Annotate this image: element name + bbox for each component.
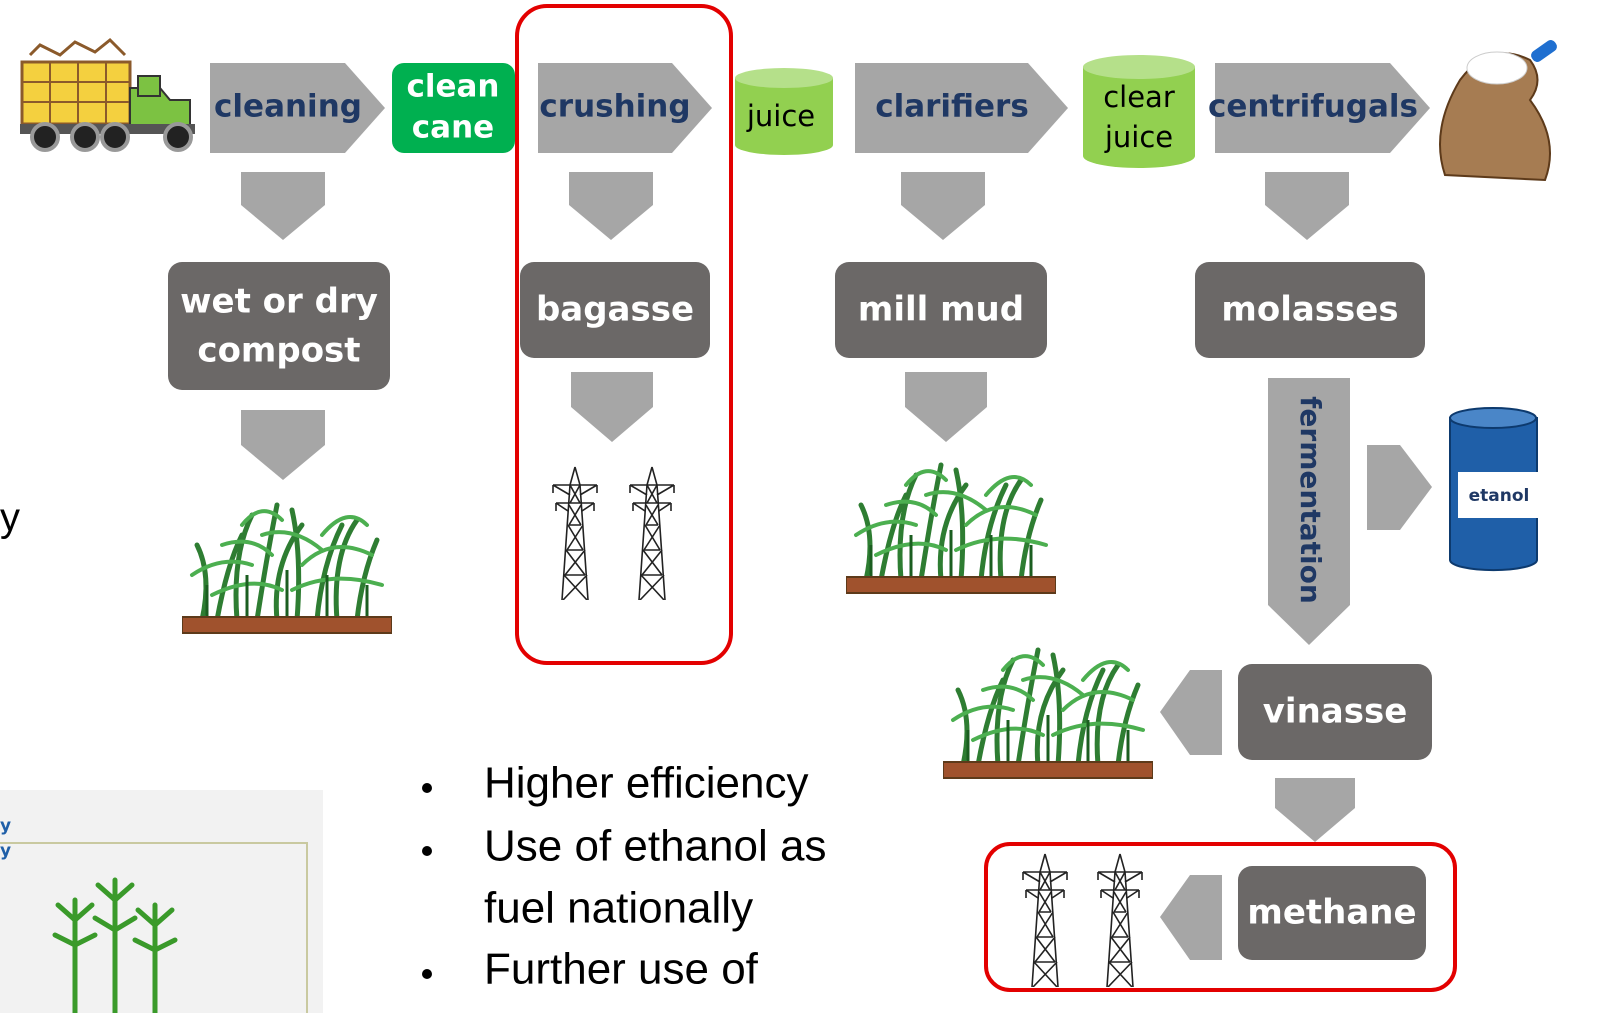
intermediate-label: juice: [746, 99, 815, 133]
bullet-text: Higher efficiency: [484, 759, 808, 808]
intermediate-label: clean: [406, 69, 499, 105]
byproduct-label: wet or dry: [180, 282, 378, 322]
bullet-text: Use of ethanol as: [484, 822, 826, 871]
sugar-bag-icon: [1440, 38, 1559, 180]
inset-text: y: [0, 816, 11, 836]
pylon-icon: [1098, 854, 1142, 987]
intermediates: clean cane juice clear juice: [392, 55, 1195, 168]
intermediate-label: cane: [412, 110, 494, 146]
inset-image: y y: [0, 790, 323, 1013]
barrel-icon: etanol: [1450, 408, 1538, 570]
barrel-label: etanol: [1469, 486, 1530, 506]
process-label: cleaning: [214, 89, 362, 125]
fermentation-label: fermentation: [1294, 396, 1327, 604]
byproduct-label: methane: [1247, 893, 1416, 933]
bullet-list: Higher efficiency Use of ethanol as fuel…: [422, 759, 826, 994]
process-label: centrifugals: [1208, 89, 1418, 125]
bullet-text: Further use of: [484, 945, 759, 994]
pylon-icon: [553, 467, 597, 600]
diagram: cleaning crushing clarifiers centrifugal…: [0, 0, 1601, 1013]
right-arrow: [1367, 445, 1432, 530]
plant-icon: [846, 465, 1056, 593]
left-arrow: [1160, 670, 1222, 755]
byproduct-label: molasses: [1221, 290, 1398, 330]
plant-icon: [943, 650, 1153, 778]
intermediate-label: juice: [1104, 120, 1173, 154]
pylon-icon: [630, 467, 674, 600]
left-arrow: [1160, 875, 1222, 960]
cropped-text: y: [0, 496, 20, 540]
process-label: clarifiers: [875, 89, 1029, 125]
byproduct-label: vinasse: [1263, 692, 1408, 732]
intermediate-label: clear: [1103, 80, 1175, 114]
byproduct-label: compost: [197, 331, 360, 371]
bullet-text: fuel nationally: [484, 884, 753, 933]
inset-text: y: [0, 841, 11, 861]
byproduct-label: bagasse: [536, 290, 694, 330]
process-label: crushing: [539, 89, 690, 125]
byproduct-label: mill mud: [858, 290, 1024, 330]
truck-icon: [20, 40, 195, 150]
pylon-icon: [1023, 854, 1067, 987]
plant-icon: [182, 505, 392, 633]
